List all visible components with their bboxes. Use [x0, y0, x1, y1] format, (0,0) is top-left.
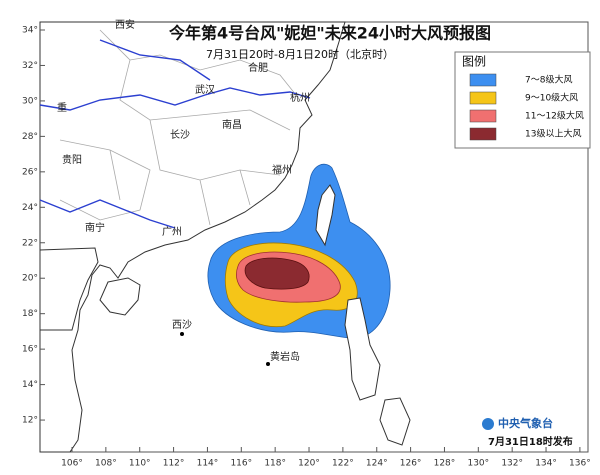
legend-swatch [469, 127, 497, 141]
taiwan [315, 184, 336, 247]
lon-tick-label: 118° [264, 459, 286, 469]
legend-swatch [469, 73, 497, 87]
legend-label: 9～10级大风 [525, 92, 578, 104]
lat-tick-label: 30° [22, 96, 38, 106]
issued: 7月31日18时发布 [488, 435, 573, 448]
lat-tick-label: 24° [22, 203, 38, 213]
city-label: 武汉 [195, 83, 215, 96]
lat-tick-label: 20° [22, 274, 38, 284]
city-label: 重 [57, 101, 67, 114]
legend: 图例 7～8级大风 9～10级大风 11～12级大风 13级以上大风 [454, 51, 591, 149]
lat-tick-label: 18° [22, 309, 38, 319]
lon-tick-label: 122° [332, 459, 354, 469]
city-label: 广州 [162, 226, 182, 238]
lat-tick-label: 26° [22, 167, 38, 177]
title: 今年第4号台风"妮妲"未来24小时大风预报图 [168, 24, 491, 43]
lon-tick-label: 124° [366, 459, 388, 469]
agency: 中央气象台 [498, 416, 553, 430]
graticule: 34° 32° 30° 28° 26° 24° 22° 20° 18° 16° 14° 12° 106°… [22, 26, 591, 469]
han-river [99, 39, 211, 81]
lon-tick-label: 126° [400, 459, 422, 469]
lon-tick-label: 106° [61, 459, 83, 469]
lon-tick-label: 110° [129, 459, 151, 469]
lon-tick-label: 128° [434, 459, 456, 469]
city-label: 杭州 [290, 91, 310, 104]
legend-items: 7～8级大风 9～10级大风 11～12级大风 13级以上大风 [469, 73, 584, 141]
lon-tick-label: 134° [535, 459, 557, 469]
city-label: 合肥 [248, 61, 268, 74]
lon-tick-label: 120° [298, 459, 320, 469]
legend-label: 13级以上大风 [525, 128, 581, 140]
city-label: 西安 [115, 18, 135, 31]
legend-title: 图例 [462, 55, 486, 69]
agency-logo [482, 418, 494, 430]
pearl-river [39, 199, 176, 229]
city-label: 黄岩岛 [270, 350, 300, 363]
philippine-islands [379, 397, 411, 446]
huangyan-dot [266, 362, 270, 366]
wind-zone-13-plus [244, 257, 310, 290]
legend-label: 11～12级大风 [525, 110, 584, 122]
city-label: 南昌 [222, 118, 242, 131]
lon-tick-label: 136° [569, 459, 591, 469]
lon-tick-label: 112° [163, 459, 185, 469]
lon-tick-label: 114° [197, 459, 219, 469]
legend-swatch [469, 109, 497, 123]
vietnam-land [39, 247, 99, 331]
lon-tick-label: 108° [95, 459, 117, 469]
lon-tick-label: 132° [501, 459, 523, 469]
lat-tick-label: 34° [22, 26, 38, 36]
lat-tick-label: 16° [22, 345, 38, 355]
mainland [39, 21, 346, 453]
lat-tick-label: 14° [22, 380, 38, 390]
lat-tick-label: 12° [22, 416, 38, 426]
lat-tick-label: 22° [22, 238, 38, 248]
hainan [99, 277, 141, 316]
subtitle: 7月31日20时-8月1日20时（北京时） [206, 47, 394, 61]
lat-tick-label: 32° [22, 61, 38, 71]
city-label: 南宁 [85, 221, 105, 234]
city-label: 西沙 [172, 319, 192, 331]
legend-swatch [469, 91, 497, 105]
luzon [344, 297, 381, 401]
city-label: 福州 [272, 163, 292, 176]
lon-tick-label: 130° [467, 459, 489, 469]
province-borders [59, 29, 301, 226]
city-label: 长沙 [170, 129, 190, 141]
yangtze-river [39, 87, 311, 111]
lon-tick-label: 116° [230, 459, 252, 469]
legend-label: 7～8级大风 [525, 74, 572, 86]
lat-tick-label: 28° [22, 132, 38, 142]
city-label: 贵阳 [62, 153, 82, 166]
xisha-dot [180, 332, 184, 336]
